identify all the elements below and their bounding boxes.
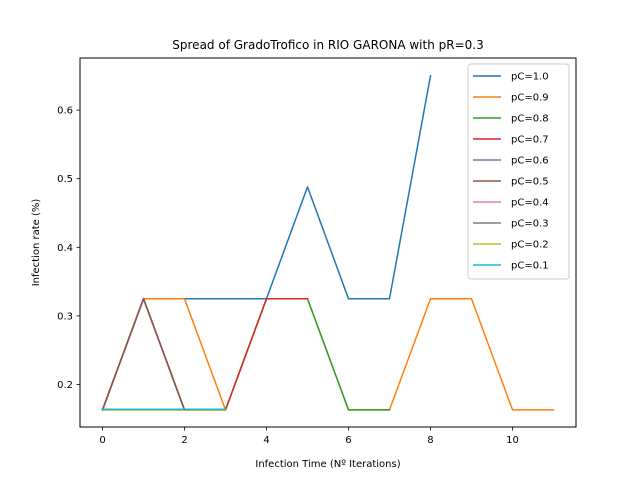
y-axis: 0.2 0.3 0.4 0.5 0.6 [57, 106, 80, 391]
x-axis: 0 2 4 6 8 10 [99, 427, 519, 446]
y-tick-label: 0.2 [57, 380, 73, 391]
legend-label-4: pC=0.6 [511, 156, 549, 167]
series-line-0 [101, 74, 432, 411]
legend-label-9: pC=0.1 [511, 261, 549, 272]
y-tick-label: 0.6 [57, 106, 73, 117]
legend-label-2: pC=0.8 [511, 114, 549, 125]
series-line-4 [101, 297, 186, 411]
x-tick-label: 2 [181, 435, 187, 446]
x-axis-label: Infection Time (Nº Iterations) [255, 459, 400, 470]
x-tick-label: 0 [99, 435, 105, 446]
chart-title: Spread of GradoTrofico in RIO GARONA wit… [172, 38, 483, 52]
y-tick-label: 0.3 [57, 311, 73, 322]
legend-label-8: pC=0.2 [511, 240, 549, 251]
legend-label-3: pC=0.7 [511, 135, 549, 146]
x-tick-label: 4 [263, 435, 269, 446]
plot-frame [79, 57, 577, 428]
legend-label-6: pC=0.4 [511, 198, 549, 209]
series-line-5 [101, 297, 186, 411]
x-tick-label: 10 [506, 435, 519, 446]
y-axis-label: Infection rate (%) [31, 199, 42, 287]
y-tick-label: 0.4 [57, 243, 73, 254]
legend-label-1: pC=0.9 [511, 93, 549, 104]
legend-label-0: pC=1.0 [511, 72, 549, 83]
legend: pC=1.0 pC=0.9 pC=0.8 pC=0.7 pC=0.6 pC=0.5 pC=0… [467, 63, 570, 280]
legend-label-7: pC=0.3 [511, 219, 549, 230]
x-tick-label: 8 [427, 435, 433, 446]
legend-label-5: pC=0.5 [511, 177, 549, 188]
y-tick-label: 0.5 [57, 174, 73, 185]
x-tick-label: 6 [345, 435, 351, 446]
plot-lines [101, 74, 555, 411]
